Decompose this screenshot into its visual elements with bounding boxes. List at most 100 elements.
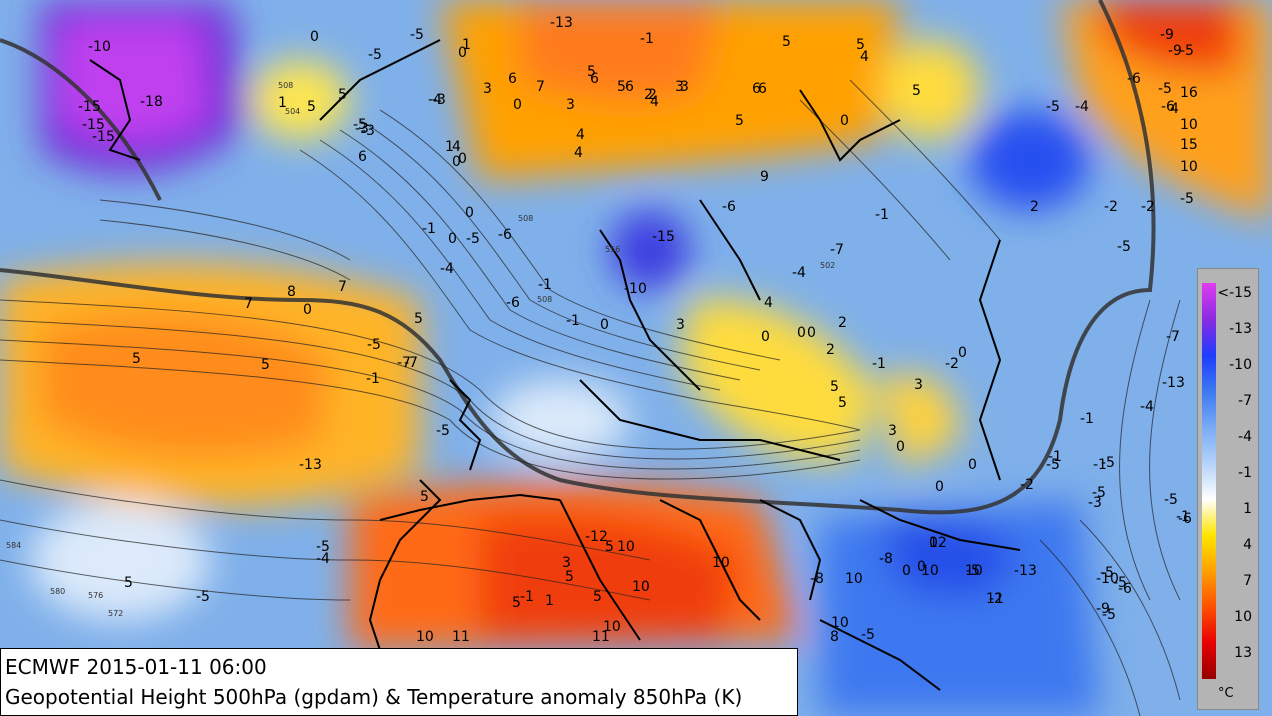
anomaly-label: -13 xyxy=(1162,375,1185,391)
anomaly-label: 7 xyxy=(244,296,253,312)
anomaly-label: 0 xyxy=(303,302,312,318)
anomaly-label: 3 xyxy=(888,423,897,439)
anomaly-label: -2 xyxy=(1020,477,1034,493)
anomaly-label: -6 xyxy=(498,227,512,243)
anomaly-label: 0 xyxy=(458,45,467,61)
anomaly-label: 5 xyxy=(587,64,596,80)
anomaly-label: 5 xyxy=(593,589,602,605)
anomaly-label: 10 xyxy=(712,555,730,571)
anomaly-label: -4 xyxy=(1140,399,1154,415)
anomaly-label: 0 xyxy=(917,559,926,575)
anomaly-label: -12 xyxy=(585,529,608,545)
anomaly-label: -2 xyxy=(945,356,959,372)
anomaly-label: -5 xyxy=(316,539,330,555)
map-subtitle: Geopotential Height 500hPa (gpdam) & Tem… xyxy=(5,685,743,709)
anomaly-label: 15 xyxy=(1180,137,1198,153)
map-title-box: ECMWF 2015-01-11 06:00 Geopotential Heig… xyxy=(0,648,798,716)
anomaly-label: -4 xyxy=(440,261,454,277)
anomaly-label: -3 xyxy=(1088,495,1102,511)
anomaly-label: 0 xyxy=(600,317,609,333)
anomaly-label: -4 xyxy=(428,92,442,108)
anomaly-label: -5 xyxy=(1158,81,1172,97)
anomaly-label: -8 xyxy=(879,551,893,567)
anomaly-label: 0 xyxy=(452,154,461,170)
anomaly-label: -2 xyxy=(1104,199,1118,215)
anomaly-label: 2 xyxy=(644,87,653,103)
anomaly-label: -2 xyxy=(989,591,1003,607)
anomaly-label: -6 xyxy=(1127,71,1141,87)
anomaly-label: 1 xyxy=(278,95,287,111)
anomaly-label: 4 xyxy=(452,139,461,155)
anomaly-label: 5 xyxy=(132,351,141,367)
anomaly-label: -10 xyxy=(88,39,111,55)
anomaly-label: 12 xyxy=(929,535,947,551)
anomaly-label: -9 xyxy=(1168,43,1182,59)
anomaly-label: 5 xyxy=(307,99,316,115)
anomaly-label: 5 xyxy=(420,489,429,505)
anomaly-label: -4 xyxy=(792,265,806,281)
anomaly-label: 10 xyxy=(845,571,863,587)
anomaly-label: 3 xyxy=(676,317,685,333)
anomaly-label: 11 xyxy=(452,629,470,645)
anomaly-label: 0 xyxy=(896,439,905,455)
anomaly-label: 6 xyxy=(625,79,634,95)
anomaly-label: 4 xyxy=(576,127,585,143)
anomaly-label: 0 xyxy=(840,113,849,129)
anomaly-label: -6 xyxy=(506,295,520,311)
anomaly-label: -1 xyxy=(566,313,580,329)
anomaly-label: -5 xyxy=(1117,239,1131,255)
anomaly-label: -3 xyxy=(355,121,369,137)
anomaly-label: 0 xyxy=(935,479,944,495)
anomaly-label: 7 xyxy=(338,279,347,295)
anomaly-label: -5 xyxy=(966,563,980,579)
anomaly-label: 8 xyxy=(287,284,296,300)
anomaly-label: -5 xyxy=(466,231,480,247)
anomaly-label: -6 xyxy=(1161,99,1175,115)
anomaly-label: 6 xyxy=(358,149,367,165)
anomaly-label: -6 xyxy=(722,199,736,215)
anomaly-label: -5 xyxy=(1100,565,1114,581)
anomaly-label: 5 xyxy=(617,79,626,95)
anomaly-label: 3 xyxy=(675,79,684,95)
anomaly-label: 0 xyxy=(458,151,467,167)
legend-tick: 13 xyxy=(1234,645,1252,661)
height-label: 580 xyxy=(50,587,66,596)
anomaly-label: 6 xyxy=(590,71,599,87)
anomaly-label: -5 xyxy=(1046,457,1060,473)
anomaly-label: 10 xyxy=(416,629,434,645)
anomaly-label: 0 xyxy=(448,231,457,247)
anomaly-label: 0 xyxy=(958,345,967,361)
height-label: 576 xyxy=(88,591,104,600)
anomaly-label: 10 xyxy=(921,563,939,579)
anomaly-label: -1 xyxy=(1176,509,1190,525)
anomaly-label: 3 xyxy=(914,377,923,393)
anomaly-label: -3 xyxy=(361,123,375,139)
anomaly-label: -5 xyxy=(1102,607,1116,623)
anomaly-label: 0 xyxy=(902,563,911,579)
map-title: ECMWF 2015-01-11 06:00 xyxy=(5,655,267,679)
anomaly-label: 1 xyxy=(445,139,454,155)
anomaly-label: 16 xyxy=(1180,85,1198,101)
height-label: 508 xyxy=(278,81,294,90)
anomaly-label: 0 xyxy=(513,97,522,113)
anomaly-label: 5 xyxy=(838,395,847,411)
anomaly-label: 11 xyxy=(592,629,610,645)
legend-tick: 7 xyxy=(1243,573,1252,589)
anomaly-label: -1 xyxy=(640,31,654,47)
anomaly-label: 5 xyxy=(605,539,614,555)
anomaly-label: 5 xyxy=(565,569,574,585)
anomaly-label: 10 xyxy=(632,579,650,595)
anomaly-label: -5 xyxy=(196,589,210,605)
anomaly-label: 0 xyxy=(797,325,806,341)
anomaly-label: 4 xyxy=(650,94,659,110)
anomaly-label: 5 xyxy=(338,87,347,103)
height-label: 556 xyxy=(605,245,621,254)
anomaly-label: 0 xyxy=(310,29,319,45)
anomaly-label: 2 xyxy=(826,342,835,358)
anomaly-label: -5 xyxy=(1046,99,1060,115)
anomaly-label: 5 xyxy=(912,83,921,99)
height-label: 584 xyxy=(6,541,22,550)
anomaly-label: 3 xyxy=(680,79,689,95)
anomaly-label: 3 xyxy=(483,81,492,97)
anomaly-label: 10 xyxy=(831,615,849,631)
